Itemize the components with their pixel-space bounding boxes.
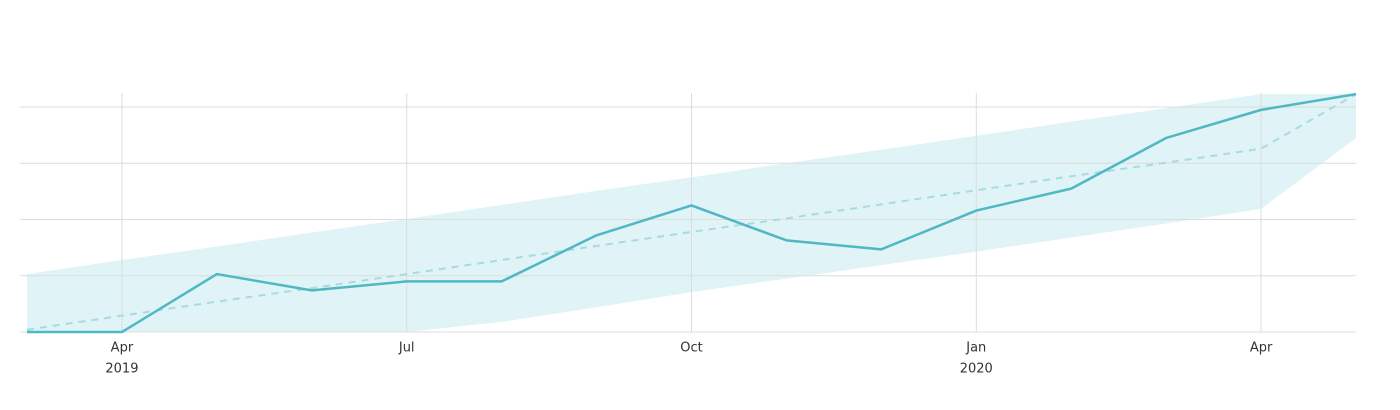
x-tick-label: Oct	[680, 341, 702, 356]
x-tick-year: 2019	[105, 362, 138, 377]
x-tick-label: Apr	[1250, 341, 1273, 356]
line	[27, 92, 1357, 334]
x-tick-year: 2020	[960, 362, 993, 377]
x-tick-label: Jul	[398, 341, 415, 356]
x-tick-label: Apr	[111, 341, 134, 356]
x-tick-label: Jan	[965, 341, 986, 356]
line	[26, 93, 1357, 331]
